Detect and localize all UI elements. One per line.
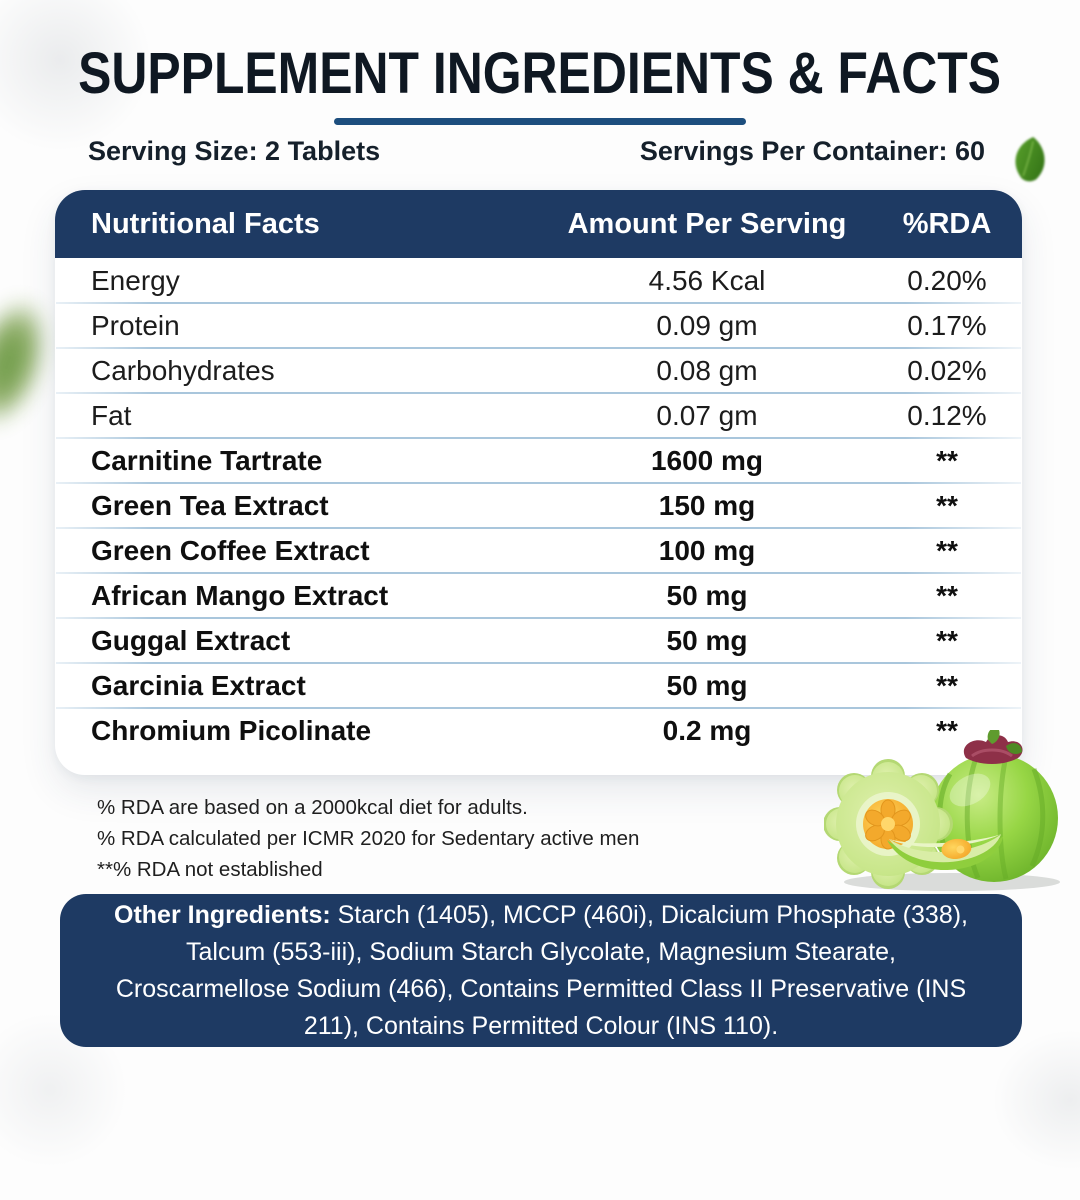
row-separator xyxy=(56,527,1021,529)
other-ingredients-box: Other Ingredients: Starch (1405), MCCP (… xyxy=(60,894,1022,1047)
row-amount-value: 1600 mg xyxy=(650,444,764,476)
row-ingredient-name: Guggal Extract xyxy=(91,624,291,656)
row-rda-value: 0.20% xyxy=(907,264,987,296)
footnotes: % RDA are based on a 2000kcal diet for a… xyxy=(97,792,639,885)
serving-info-row: Serving Size: 2 Tablets Servings Per Con… xyxy=(88,136,985,167)
row-ingredient-name: Green Tea Extract xyxy=(91,489,329,521)
row-amount-value: 50 mg xyxy=(666,669,748,701)
row-rda-value: ** xyxy=(936,444,958,476)
row-amount-value: 0.2 mg xyxy=(662,714,752,746)
header-rda: %RDA xyxy=(902,207,992,240)
table-row: African Mango Extract 50 mg ** xyxy=(55,574,1022,617)
row-amount-value: 0.07 gm xyxy=(656,399,758,431)
table-row: Chromium Picolinate 0.2 mg ** xyxy=(55,709,1022,752)
row-rda-value: 0.17% xyxy=(907,309,987,341)
servings-per-container-label: Servings Per Container: 60 xyxy=(639,136,985,166)
other-ingredients-label: Other Ingredients: xyxy=(114,900,331,929)
row-amount-value: 0.09 gm xyxy=(656,309,758,341)
garcinia-fruit-image xyxy=(824,730,1060,891)
table-row: Carbohydrates 0.08 gm 0.02% xyxy=(55,349,1022,392)
table-header-row: Nutritional Facts Amount Per Serving %RD… xyxy=(55,190,1022,258)
row-separator xyxy=(56,617,1021,619)
row-amount-value: 150 mg xyxy=(658,489,756,521)
row-ingredient-name: Green Coffee Extract xyxy=(91,534,370,566)
row-amount-value: 0.08 gm xyxy=(656,354,758,386)
table-row: Protein 0.09 gm 0.17% xyxy=(55,304,1022,347)
row-separator xyxy=(56,302,1021,304)
row-rda-value: ** xyxy=(936,624,958,656)
blurred-leaf-icon xyxy=(0,287,64,438)
row-separator xyxy=(56,572,1021,574)
row-separator xyxy=(56,482,1021,484)
row-ingredient-name: African Mango Extract xyxy=(91,579,389,611)
row-separator xyxy=(56,392,1021,394)
table-row: Garcinia Extract 50 mg ** xyxy=(55,664,1022,707)
row-amount-value: 50 mg xyxy=(666,624,748,656)
other-ingredients-text: Other Ingredients: Starch (1405), MCCP (… xyxy=(114,900,968,1040)
row-ingredient-name: Carbohydrates xyxy=(91,354,275,386)
row-rda-value: ** xyxy=(936,579,958,611)
footnote-line: % RDA are based on a 2000kcal diet for a… xyxy=(97,796,528,819)
row-amount-value: 100 mg xyxy=(658,534,756,566)
row-ingredient-name: Chromium Picolinate xyxy=(91,714,372,746)
row-amount-value: 4.56 Kcal xyxy=(648,264,766,296)
row-ingredient-name: Fat xyxy=(91,399,132,431)
row-ingredient-name: Protein xyxy=(91,309,180,341)
row-rda-value: 0.12% xyxy=(907,399,987,431)
row-ingredient-name: Garcinia Extract xyxy=(91,669,306,701)
row-separator xyxy=(56,347,1021,349)
header-nutritional-facts: Nutritional Facts xyxy=(91,207,320,240)
row-separator xyxy=(56,707,1021,709)
footnote-line: **% RDA not established xyxy=(97,858,323,881)
table-body: Energy 4.56 Kcal 0.20% Protein 0.09 gm 0… xyxy=(55,258,1022,752)
row-amount-value: 50 mg xyxy=(666,579,748,611)
table-row: Green Tea Extract 150 mg ** xyxy=(55,484,1022,527)
table-row: Energy 4.56 Kcal 0.20% xyxy=(55,259,1022,302)
table-row: Green Coffee Extract 100 mg ** xyxy=(55,529,1022,572)
row-rda-value: ** xyxy=(936,669,958,701)
table-row: Guggal Extract 50 mg ** xyxy=(55,619,1022,662)
table-row: Carnitine Tartrate 1600 mg ** xyxy=(55,439,1022,482)
header-amount-per-serving: Amount Per Serving xyxy=(567,207,847,240)
row-separator xyxy=(56,437,1021,439)
row-separator xyxy=(56,662,1021,664)
row-rda-value: ** xyxy=(936,534,958,566)
serving-size-label: Serving Size: 2 Tablets xyxy=(88,136,381,166)
row-ingredient-name: Energy xyxy=(91,264,180,296)
page-title: SUPPLEMENT INGREDIENTS & FACTS xyxy=(78,41,1002,106)
row-rda-value: ** xyxy=(936,489,958,521)
nutrition-facts-card: Nutritional Facts Amount Per Serving %RD… xyxy=(55,190,1022,775)
title-underline xyxy=(334,118,746,125)
leaf-icon xyxy=(1015,137,1045,182)
row-ingredient-name: Carnitine Tartrate xyxy=(91,444,323,476)
row-rda-value: 0.02% xyxy=(907,354,987,386)
table-row: Fat 0.07 gm 0.12% xyxy=(55,394,1022,437)
footnote-line: % RDA calculated per ICMR 2020 for Seden… xyxy=(97,827,640,850)
row-rda-value: ** xyxy=(936,714,958,746)
